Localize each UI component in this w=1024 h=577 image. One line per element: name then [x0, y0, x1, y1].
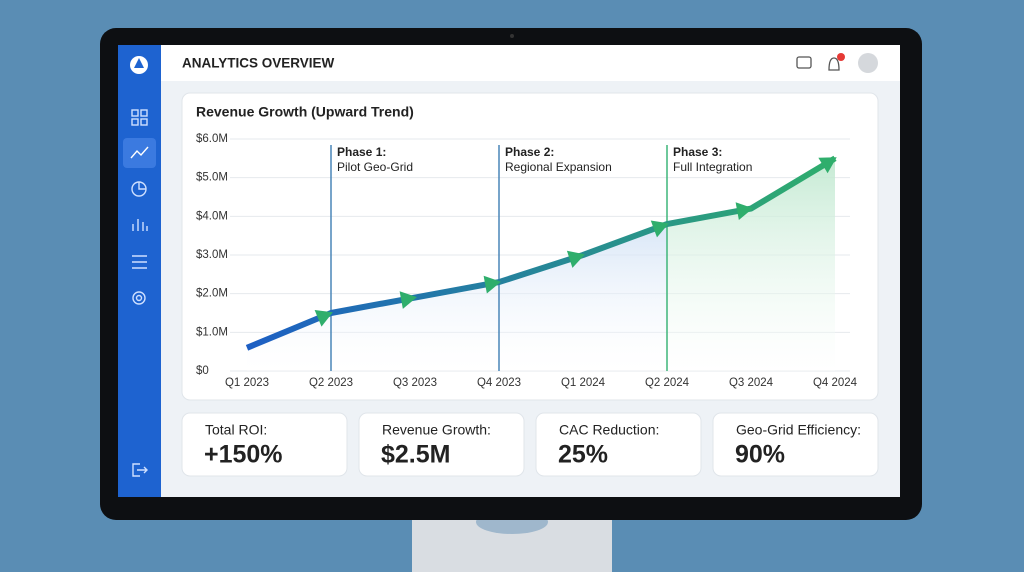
kpi-label: Total ROI:	[205, 422, 267, 438]
y-tick-label: $1.0M	[196, 326, 228, 338]
kpi-label: Revenue Growth:	[382, 422, 491, 438]
kpi-card	[181, 412, 348, 477]
trend-arrow	[399, 291, 417, 309]
phase-text: Regional Expansion	[505, 160, 612, 174]
phase-text: Full Integration	[673, 160, 752, 174]
phase-title: Phase 3:	[673, 145, 722, 159]
kpi-card	[358, 412, 525, 477]
header-title: ANALYTICS OVERVIEW	[182, 56, 335, 71]
camera	[510, 34, 514, 38]
messages-icon[interactable]	[796, 56, 812, 69]
y-tick-label: $0	[196, 365, 209, 377]
phase-title: Phase 2:	[505, 145, 554, 159]
kpi-value: 90%	[735, 441, 785, 469]
revenue-line	[245, 155, 837, 351]
x-tick-label: Q4 2024	[813, 377, 858, 389]
kpi-value: +150%	[204, 441, 283, 469]
y-tick-label: $2.0M	[196, 288, 228, 300]
y-tick-label: $4.0M	[196, 210, 228, 222]
kpi-value: $2.5M	[381, 441, 450, 469]
notification-badge	[837, 53, 845, 61]
kpi-value: 25%	[558, 441, 608, 469]
x-tick-label: Q3 2024	[729, 377, 774, 389]
nav-bars[interactable]	[132, 219, 148, 231]
phase-title: Phase 1:	[337, 145, 386, 159]
trend-arrow	[483, 275, 501, 294]
area	[667, 158, 835, 371]
kpi-card	[535, 412, 702, 477]
x-tick-label: Q2 2024	[645, 377, 690, 389]
nav-analytics[interactable]	[130, 146, 149, 159]
header-bar	[161, 45, 900, 81]
sidebar	[118, 45, 161, 497]
notifications-icon[interactable]	[828, 57, 840, 71]
kpi-label: Geo-Grid Efficiency:	[736, 422, 861, 438]
y-tick-label: $5.0M	[196, 172, 228, 184]
y-tick-label: $3.0M	[196, 249, 228, 261]
x-tick-label: Q4 2023	[477, 377, 521, 389]
nav-pie[interactable]	[131, 181, 147, 197]
y-tick-label: $6.0M	[196, 133, 228, 145]
chart-title: Revenue Growth (Upward Trend)	[196, 104, 414, 120]
trend-arrow	[314, 310, 333, 327]
logo-mark	[134, 58, 144, 68]
nav-settings[interactable]	[132, 291, 146, 305]
nav-list[interactable]	[132, 255, 147, 269]
kpi-label: CAC Reduction:	[559, 422, 659, 438]
trend-arrow	[735, 202, 753, 220]
area	[247, 224, 667, 371]
nav-logout[interactable]	[132, 463, 148, 477]
trend-arrow	[650, 220, 669, 238]
avatar[interactable]	[858, 53, 878, 73]
trend-arrow	[818, 157, 837, 174]
phase-text: Pilot Geo-Grid	[337, 160, 413, 174]
x-tick-label: Q2 2023	[309, 377, 353, 389]
x-tick-label: Q3 2023	[393, 377, 437, 389]
trend-arrow	[566, 250, 585, 268]
kpi-card	[712, 412, 879, 477]
nav-dashboard[interactable]	[131, 109, 148, 126]
x-tick-label: Q1 2024	[561, 377, 606, 389]
x-tick-label: Q1 2023	[225, 377, 269, 389]
